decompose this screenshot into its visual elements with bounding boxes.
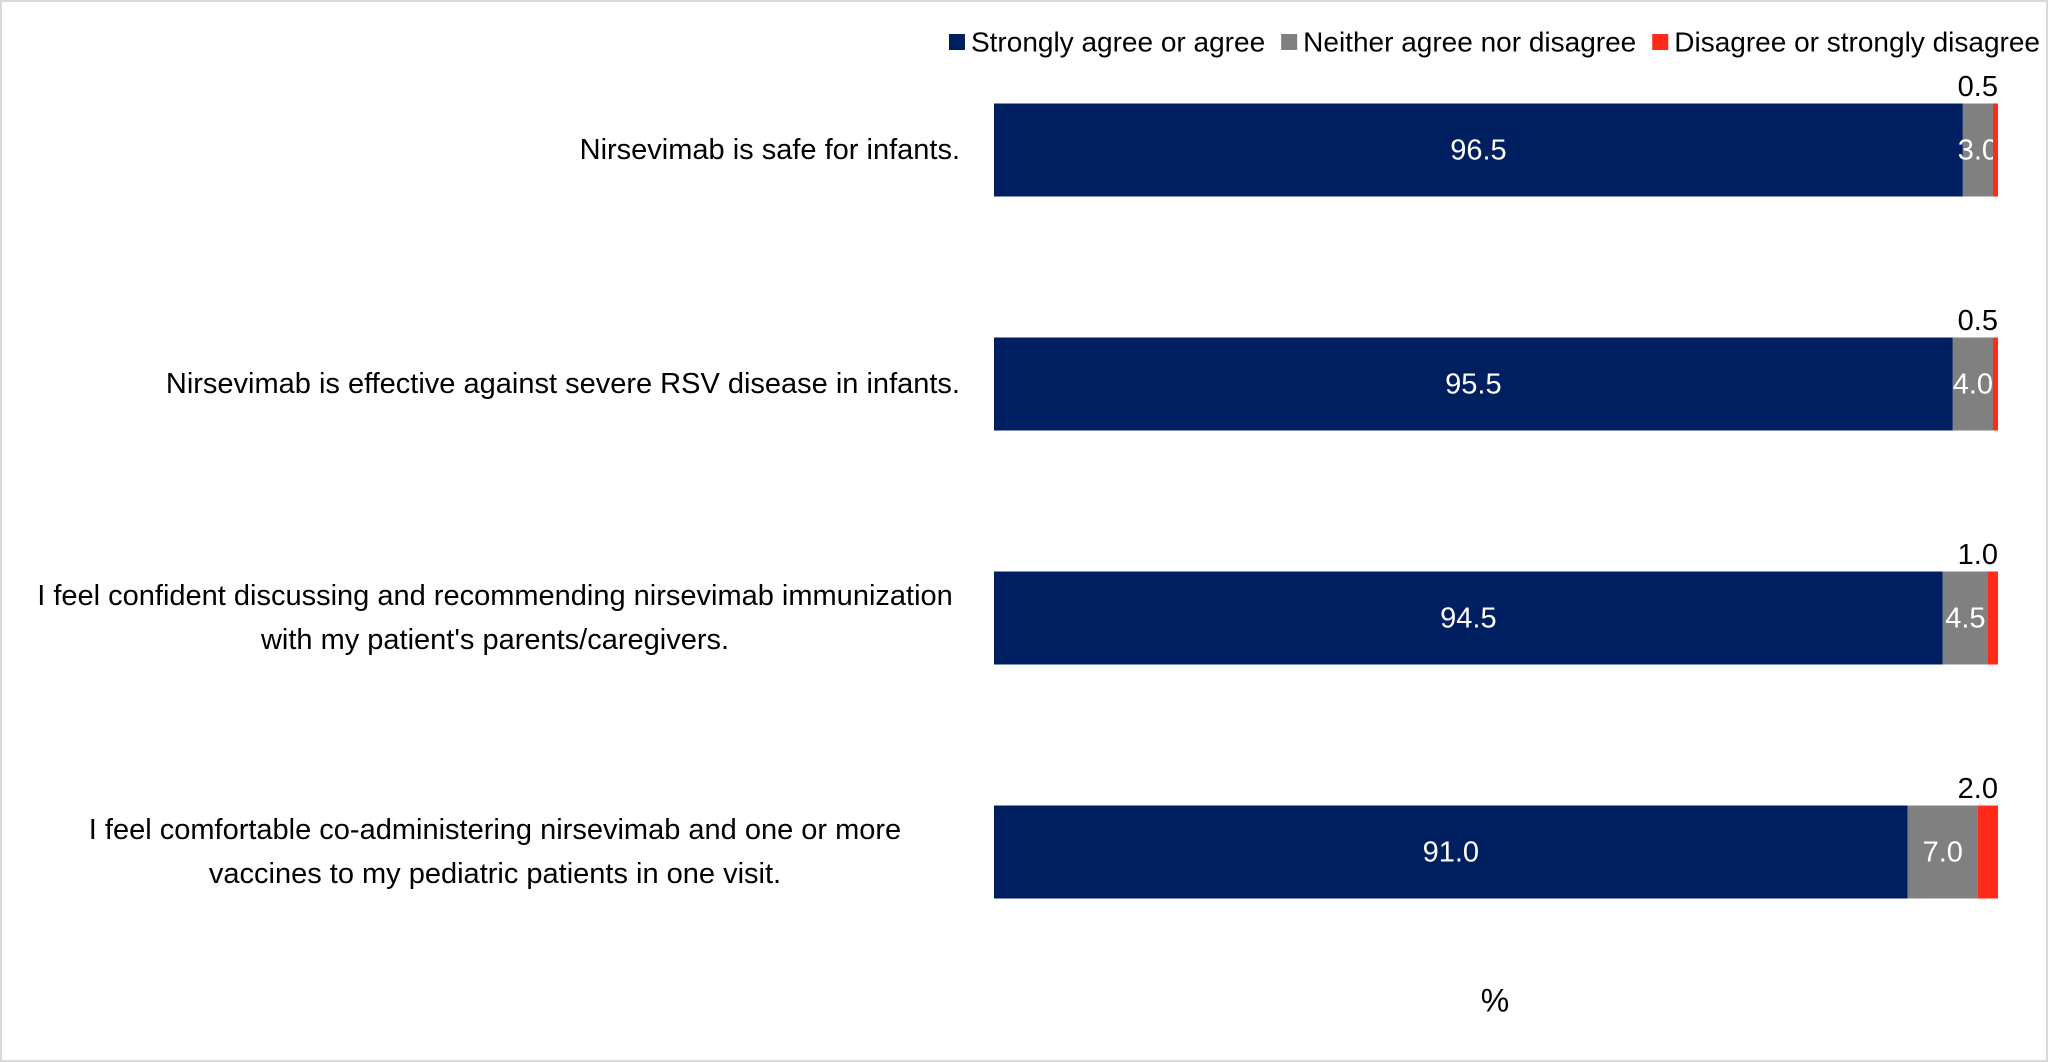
value-label: 96.5 (1450, 135, 1506, 167)
value-label: 94.5 (1440, 603, 1496, 635)
value-label: 4.0 (1953, 369, 1993, 401)
category-label: I feel confident discussing and recommen… (0, 574, 960, 662)
category-text: I feel confident discussing and recommen… (37, 580, 953, 656)
bar-segment (994, 571, 1943, 665)
category-label: Nirsevimab is safe for infants. (0, 128, 960, 172)
legend-label: Disagree or strongly disagree (1674, 26, 2040, 57)
bar-segment (1987, 571, 1998, 665)
value-label: 0.5 (1958, 71, 1998, 103)
bar-segment (1992, 103, 1998, 197)
legend-swatch (948, 34, 965, 50)
value-label: 91.0 (1423, 837, 1479, 869)
bar-segment (994, 103, 1963, 197)
bar-segment (1942, 571, 1988, 665)
bar-segment (994, 805, 1908, 899)
value-label: 1.0 (1958, 539, 1998, 571)
category-label: Nirsevimab is effective against severe R… (0, 362, 960, 406)
bar-segment (1907, 805, 1978, 899)
bar-segment (1977, 805, 1998, 899)
value-label: 95.5 (1445, 369, 1501, 401)
bar-segment (1992, 337, 1998, 431)
category-label: I feel comfortable co-administering nirs… (0, 808, 960, 896)
legend-swatch (1652, 34, 1669, 50)
category-text: I feel comfortable co-administering nirs… (88, 814, 902, 890)
legend-label: Neither agree nor disagree (1303, 26, 1636, 57)
category-text: Nirsevimab is effective against severe R… (165, 368, 960, 400)
legend-swatch (1281, 34, 1298, 50)
value-label: 3.0 (1958, 135, 1998, 167)
value-label: 0.5 (1958, 305, 1998, 337)
category-text: Nirsevimab is safe for infants. (579, 134, 960, 166)
value-label: 4.5 (1945, 603, 1985, 635)
x-axis-label: % (1481, 982, 1509, 1018)
bar-segment (1962, 103, 1993, 197)
value-label: 7.0 (1923, 837, 1963, 869)
value-label: 2.0 (1958, 773, 1998, 805)
bar-segment (1952, 337, 1993, 431)
bar-segment (994, 337, 1953, 431)
legend-label: Strongly agree or agree (971, 26, 1265, 57)
